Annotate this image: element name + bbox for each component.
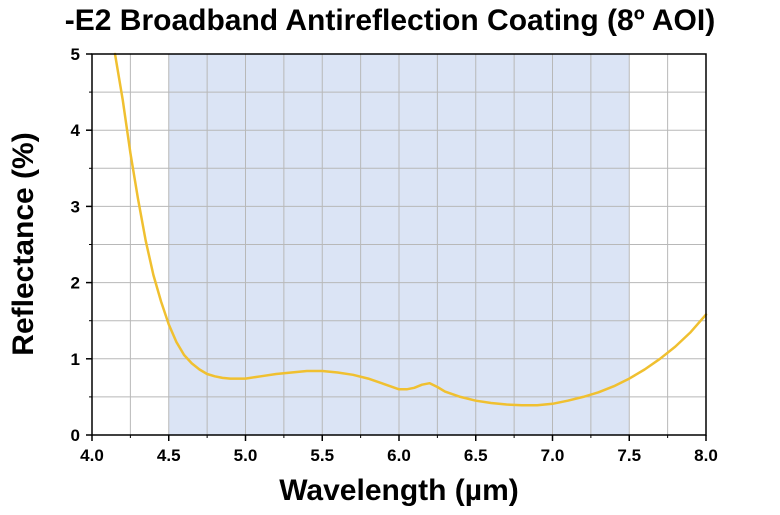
y-tick-label: 4	[71, 121, 81, 140]
x-axis-label: Wavelength (µm)	[279, 474, 519, 507]
x-tick-label: 6.0	[387, 446, 411, 465]
x-tick-label: 5.0	[234, 446, 258, 465]
x-tick-label: 8.0	[694, 446, 718, 465]
x-tick-label: 6.5	[464, 446, 488, 465]
x-tick-label: 7.0	[541, 446, 565, 465]
y-tick-label: 1	[71, 350, 80, 369]
x-tick-label: 4.5	[157, 446, 181, 465]
chart-title: -E2 Broadband Antireflection Coating (8º…	[64, 4, 716, 37]
x-tick-label: 5.5	[310, 446, 334, 465]
y-tick-label: 3	[71, 197, 80, 216]
reflectance-line	[113, 52, 708, 407]
x-tick-label: 4.0	[80, 446, 104, 465]
x-tick-label: 7.5	[617, 446, 641, 465]
y-tick-label: 5	[71, 45, 80, 64]
y-tick-label: 2	[71, 274, 80, 293]
y-tick-label: 0	[71, 426, 80, 445]
y-axis-label: Reflectance (%)	[7, 132, 40, 356]
